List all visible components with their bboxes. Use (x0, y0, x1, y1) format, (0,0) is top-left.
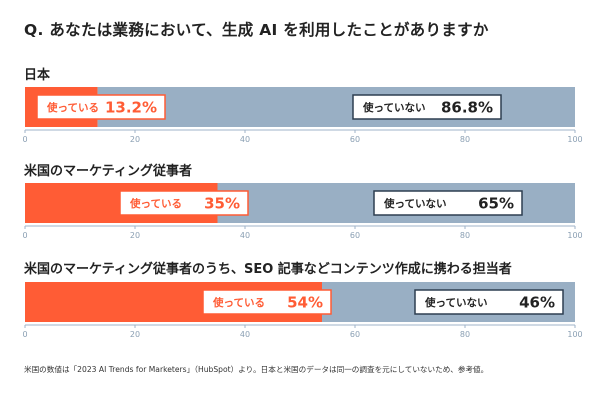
used-series-name: 使っている (129, 197, 182, 210)
used-label-box (36, 94, 166, 120)
x-tick-label: 40 (240, 135, 250, 144)
used-series-name: 使っている (46, 101, 99, 114)
chart-title: Q. あなたは業務において、生成 AI を利用したことがありますか (24, 21, 489, 39)
x-tick-label: 80 (460, 330, 470, 339)
x-tick-label: 100 (567, 231, 582, 240)
x-tick-label: 60 (350, 135, 360, 144)
x-tick-label: 20 (130, 135, 140, 144)
used-value-label: 54% (287, 294, 323, 312)
x-tick-label: 100 (567, 330, 582, 339)
used-series-name: 使っている (212, 296, 265, 309)
x-tick-label: 60 (350, 231, 360, 240)
footnote: 米国の数値は「2023 AI Trends for Marketers」（Hub… (24, 365, 489, 374)
not-used-series-name: 使っていない (424, 296, 487, 309)
bar-group-0: 0 20 40 60 80 100 使っている 13.2% 使っていない 86.8% (22, 87, 583, 144)
x-tick-label: 80 (460, 135, 470, 144)
x-tick-label: 20 (130, 231, 140, 240)
not-used-label-box (352, 94, 502, 120)
used-label-box (119, 190, 249, 216)
x-tick-label: 80 (460, 231, 470, 240)
bar-group-2: 0 20 40 60 80 100 使っている 54% 使っていない 46% (22, 282, 583, 339)
x-tick-label: 20 (130, 330, 140, 339)
section-label-japan: 日本 (24, 68, 51, 83)
section-label-us-marketers: 米国のマーケティング従事者 (24, 164, 192, 179)
bar-group-1: 0 20 40 60 80 100 使っている 35% 使っていない 65% (22, 183, 583, 240)
used-value-label: 35% (204, 195, 240, 213)
used-label-box (202, 289, 332, 315)
section-label-us-content-creators: 米国のマーケティング従事者のうち、SEO 記事などコンテンツ作成に携わる担当者 (24, 262, 512, 277)
x-tick-label: 40 (240, 330, 250, 339)
bar-segment-not-used (97, 87, 575, 127)
x-tick-label: 0 (22, 135, 27, 144)
not-used-value-label: 86.8% (441, 99, 493, 117)
not-used-label-box (414, 289, 564, 315)
not-used-series-name: 使っていない (383, 197, 446, 210)
used-value-label: 13.2% (105, 99, 157, 117)
x-tick-label: 100 (567, 135, 582, 144)
not-used-value-label: 46% (519, 294, 555, 312)
x-tick-label: 60 (350, 330, 360, 339)
x-tick-label: 0 (22, 330, 27, 339)
x-tick-label: 0 (22, 231, 27, 240)
not-used-value-label: 65% (478, 195, 514, 213)
x-tick-label: 40 (240, 231, 250, 240)
not-used-label-box (373, 190, 523, 216)
not-used-series-name: 使っていない (362, 101, 425, 114)
